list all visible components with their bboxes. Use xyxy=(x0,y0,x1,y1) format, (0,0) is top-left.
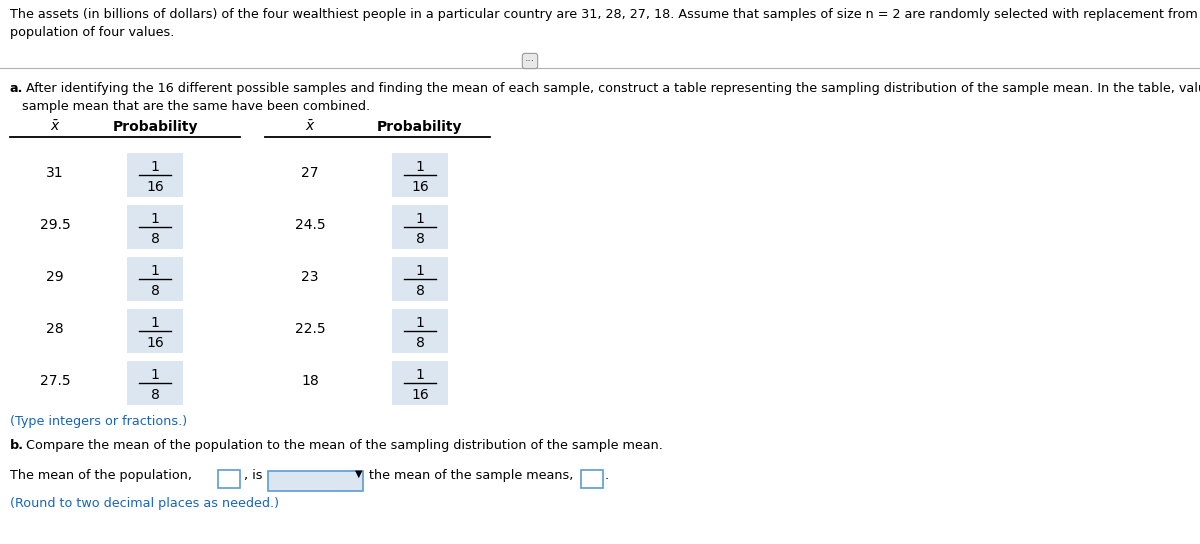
Text: $\bar{x}$: $\bar{x}$ xyxy=(49,119,60,134)
Text: 23: 23 xyxy=(301,270,319,284)
Text: After identifying the 16 different possible samples and finding the mean of each: After identifying the 16 different possi… xyxy=(22,82,1200,113)
Text: 22.5: 22.5 xyxy=(295,322,325,336)
Text: (Type integers or fractions.): (Type integers or fractions.) xyxy=(10,415,187,428)
Text: 27.5: 27.5 xyxy=(40,374,71,388)
Text: .: . xyxy=(605,469,610,482)
Text: 18: 18 xyxy=(301,374,319,388)
FancyBboxPatch shape xyxy=(127,257,182,301)
Text: 8: 8 xyxy=(150,284,160,298)
Text: 1: 1 xyxy=(415,160,425,174)
FancyBboxPatch shape xyxy=(268,471,364,491)
Text: 16: 16 xyxy=(412,180,428,194)
FancyBboxPatch shape xyxy=(392,361,448,405)
Text: 28: 28 xyxy=(46,322,64,336)
FancyBboxPatch shape xyxy=(127,309,182,353)
Text: 1: 1 xyxy=(150,212,160,226)
Text: 8: 8 xyxy=(415,284,425,298)
Text: 1: 1 xyxy=(150,160,160,174)
FancyBboxPatch shape xyxy=(581,470,604,488)
Text: Probability: Probability xyxy=(113,120,198,134)
Text: 8: 8 xyxy=(150,232,160,246)
FancyBboxPatch shape xyxy=(392,257,448,301)
Text: ▼: ▼ xyxy=(355,468,362,479)
FancyBboxPatch shape xyxy=(127,153,182,197)
FancyBboxPatch shape xyxy=(392,205,448,249)
Text: 1: 1 xyxy=(415,264,425,278)
Text: b.: b. xyxy=(10,439,24,452)
Text: 1: 1 xyxy=(150,264,160,278)
Text: $\bar{x}$: $\bar{x}$ xyxy=(305,119,316,134)
Text: (Round to two decimal places as needed.): (Round to two decimal places as needed.) xyxy=(10,497,278,510)
Text: 8: 8 xyxy=(415,232,425,246)
Text: 29: 29 xyxy=(46,270,64,284)
Text: 8: 8 xyxy=(150,388,160,402)
Text: a.: a. xyxy=(10,82,23,95)
Text: The mean of the population,: The mean of the population, xyxy=(10,469,192,482)
Text: 1: 1 xyxy=(415,212,425,226)
Text: 27: 27 xyxy=(301,166,319,180)
FancyBboxPatch shape xyxy=(392,153,448,197)
Text: ···: ··· xyxy=(524,56,535,66)
Text: 1: 1 xyxy=(415,316,425,330)
Text: 16: 16 xyxy=(412,388,428,402)
Text: 16: 16 xyxy=(146,336,164,350)
Text: Probability: Probability xyxy=(377,120,463,134)
Text: , is: , is xyxy=(244,469,263,482)
Text: 1: 1 xyxy=(150,316,160,330)
Text: 1: 1 xyxy=(415,368,425,382)
FancyBboxPatch shape xyxy=(127,205,182,249)
FancyBboxPatch shape xyxy=(392,309,448,353)
Text: Compare the mean of the population to the mean of the sampling distribution of t: Compare the mean of the population to th… xyxy=(22,439,662,452)
FancyBboxPatch shape xyxy=(127,361,182,405)
Text: 24.5: 24.5 xyxy=(295,218,325,232)
Text: 1: 1 xyxy=(150,368,160,382)
Text: the mean of the sample means,: the mean of the sample means, xyxy=(370,469,574,482)
Text: 29.5: 29.5 xyxy=(40,218,71,232)
Text: 8: 8 xyxy=(415,336,425,350)
Text: 16: 16 xyxy=(146,180,164,194)
FancyBboxPatch shape xyxy=(218,470,240,488)
Text: The assets (in billions of dollars) of the four wealthiest people in a particula: The assets (in billions of dollars) of t… xyxy=(10,8,1200,39)
Text: 31: 31 xyxy=(46,166,64,180)
